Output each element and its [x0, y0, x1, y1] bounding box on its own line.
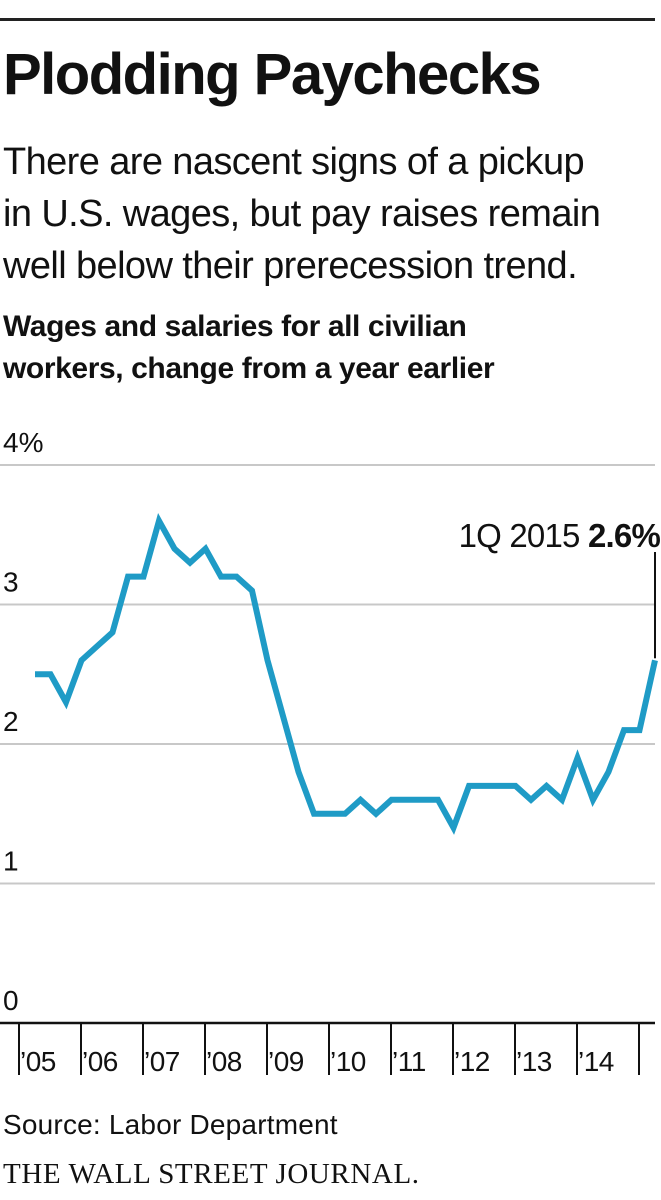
chart-heading-line: workers, change from a year earlier	[3, 352, 495, 385]
publisher-logo: THE WALL STREET JOURNAL.	[3, 1158, 420, 1190]
x-tick-label: ’13	[516, 1046, 552, 1077]
series-line	[35, 512, 658, 835]
chart-heading: Wages and salaries for all civilian work…	[3, 306, 658, 390]
y-tick-label: 1	[3, 846, 19, 877]
subtitle-line: well below their prerecession trend.	[3, 245, 578, 287]
y-tick-label: 4%	[3, 427, 43, 458]
x-tick-label: ’07	[144, 1046, 180, 1077]
annotation-value: 2.6%	[588, 517, 660, 554]
top-rule	[0, 18, 655, 21]
y-tick-label: 2	[3, 706, 19, 737]
source-note: Source: Labor Department	[3, 1109, 338, 1140]
y-tick-label: 3	[3, 567, 19, 598]
x-tick-label: ’12	[454, 1046, 490, 1077]
line-chart: 0 1 2 3 4% ’05 ’06 ’07 ’08 ’09 ’10 ’11 ’12 ’13 ’14 1Q 2…	[0, 427, 661, 1077]
x-tick-label: ’08	[206, 1046, 242, 1077]
x-tick-label: ’14	[578, 1046, 614, 1077]
y-tick-label: 0	[3, 985, 19, 1016]
x-tick-label: ’06	[82, 1046, 118, 1077]
annotation-label: 1Q 2015 2.6%	[459, 517, 661, 554]
x-tick-label: ’11	[392, 1046, 426, 1077]
subtitle-line: There are nascent signs of a pickup	[3, 141, 585, 183]
x-tick-label: ’10	[330, 1046, 366, 1077]
chart-heading-line: Wages and salaries for all civilian	[3, 310, 467, 343]
chart-subtitle: There are nascent signs of a pickup in U…	[3, 136, 658, 292]
chart-title: Plodding Paychecks	[3, 42, 542, 107]
annotation-period: 1Q 2015	[459, 517, 588, 554]
x-tick-label: ’05	[20, 1046, 56, 1077]
x-tick-label: ’09	[268, 1046, 304, 1077]
subtitle-line: in U.S. wages, but pay raises remain	[3, 193, 601, 235]
